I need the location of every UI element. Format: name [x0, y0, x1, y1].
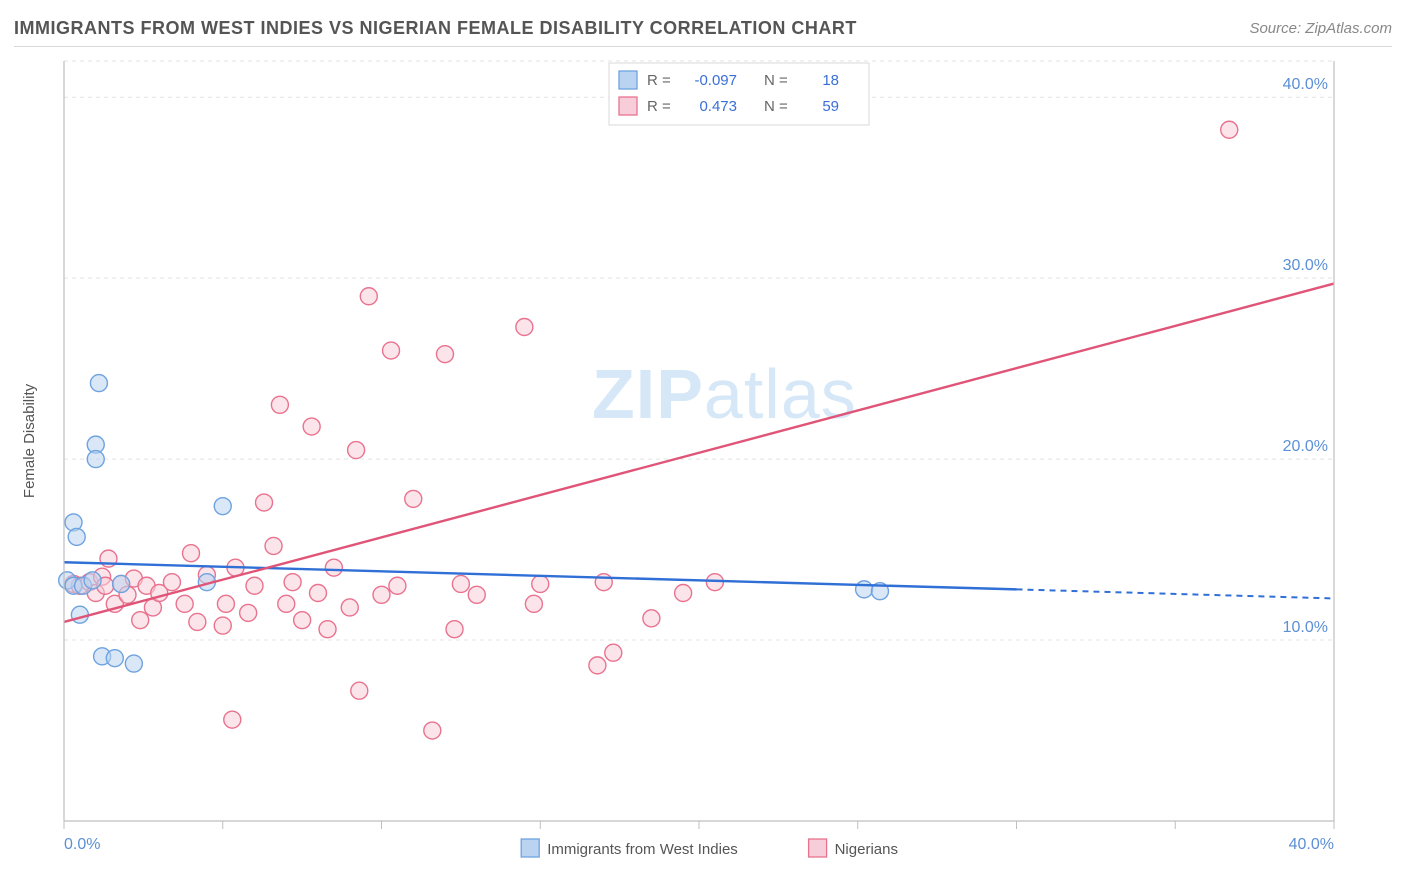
scatter-point: [271, 396, 288, 413]
scatter-point: [278, 595, 295, 612]
scatter-point: [183, 545, 200, 562]
legend-swatch: [619, 97, 637, 115]
scatter-point: [360, 288, 377, 305]
legend-r-value: 0.473: [699, 98, 737, 115]
scatter-point: [246, 577, 263, 594]
scatter-point: [71, 606, 88, 623]
chart-title: IMMIGRANTS FROM WEST INDIES VS NIGERIAN …: [14, 18, 857, 39]
scatter-point: [319, 621, 336, 638]
scatter-point: [856, 581, 873, 598]
scatter-point: [389, 577, 406, 594]
legend-label: Nigerians: [835, 841, 898, 858]
scatter-point: [405, 490, 422, 507]
scatter-point: [675, 585, 692, 602]
legend-swatch: [619, 71, 637, 89]
scatter-point: [217, 595, 234, 612]
scatter-point: [87, 451, 104, 468]
scatter-point: [516, 319, 533, 336]
legend-r-value: -0.097: [694, 72, 737, 89]
scatter-point: [214, 617, 231, 634]
legend-r-label: R =: [647, 98, 671, 115]
legend-r-label: R =: [647, 72, 671, 89]
y-tick-label: 20.0%: [1283, 438, 1328, 455]
scatter-point: [325, 559, 342, 576]
scatter-point: [163, 574, 180, 591]
y-tick-label: 30.0%: [1283, 257, 1328, 274]
x-tick-label: 0.0%: [64, 836, 100, 853]
scatter-point: [189, 613, 206, 630]
scatter-point: [1221, 121, 1238, 138]
scatter-point: [351, 682, 368, 699]
scatter-point: [214, 498, 231, 515]
scatter-point: [643, 610, 660, 627]
scatter-point: [437, 346, 454, 363]
scatter-point: [589, 657, 606, 674]
scatter-point: [452, 575, 469, 592]
chart-header: IMMIGRANTS FROM WEST INDIES VS NIGERIAN …: [14, 10, 1392, 47]
legend-swatch: [521, 839, 539, 857]
scatter-point: [265, 537, 282, 554]
scatter-point: [224, 711, 241, 728]
legend-n-label: N =: [764, 98, 788, 115]
scatter-point: [256, 494, 273, 511]
scatter-point: [132, 612, 149, 629]
legend-n-value: 18: [822, 72, 839, 89]
scatter-point: [373, 586, 390, 603]
scatter-point: [532, 575, 549, 592]
scatter-point: [446, 621, 463, 638]
scatter-point: [424, 722, 441, 739]
scatter-point: [68, 528, 85, 545]
scatter-point: [294, 612, 311, 629]
scatter-point: [310, 585, 327, 602]
scatter-point: [176, 595, 193, 612]
scatter-point: [240, 604, 257, 621]
scatter-point: [348, 442, 365, 459]
scatter-point: [303, 418, 320, 435]
y-tick-label: 40.0%: [1283, 76, 1328, 93]
scatter-point: [284, 574, 301, 591]
scatter-point: [125, 655, 142, 672]
scatter-point: [106, 650, 123, 667]
chart-source: Source: ZipAtlas.com: [1249, 20, 1392, 37]
scatter-point: [341, 599, 358, 616]
x-tick-label: 40.0%: [1289, 836, 1334, 853]
scatter-chart: ZIPatlas0.0%40.0%10.0%20.0%30.0%40.0%Fem…: [14, 56, 1392, 878]
scatter-point: [468, 586, 485, 603]
scatter-point: [605, 644, 622, 661]
scatter-point: [525, 595, 542, 612]
scatter-point: [595, 574, 612, 591]
y-tick-label: 10.0%: [1283, 619, 1328, 636]
scatter-point: [84, 572, 101, 589]
chart-area: ZIPatlas0.0%40.0%10.0%20.0%30.0%40.0%Fem…: [14, 56, 1392, 878]
legend-n-label: N =: [764, 72, 788, 89]
legend-swatch: [809, 839, 827, 857]
scatter-point: [90, 375, 107, 392]
y-axis-label: Female Disability: [21, 383, 38, 498]
legend-label: Immigrants from West Indies: [547, 841, 738, 858]
scatter-point: [383, 342, 400, 359]
scatter-point: [113, 575, 130, 592]
legend-n-value: 59: [822, 98, 839, 115]
